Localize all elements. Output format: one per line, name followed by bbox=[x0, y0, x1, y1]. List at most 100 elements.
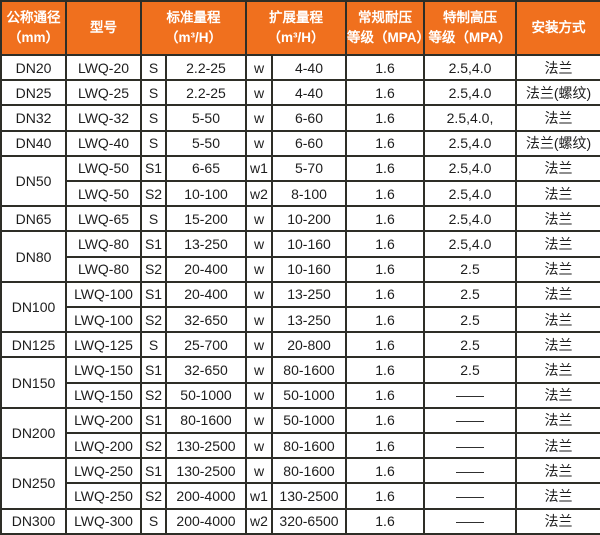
cell-installation: 法兰(螺纹) bbox=[515, 79, 600, 107]
cell-standard-range: 2.2-25 bbox=[165, 79, 247, 107]
header-standard-range-line2: （m³/H） bbox=[165, 30, 222, 45]
cell-standard-range: 32-650 bbox=[165, 356, 247, 384]
cell-standard-code: S2 bbox=[140, 432, 167, 460]
cell-special-pressure: —— bbox=[423, 406, 517, 435]
header-row: 公称通径 （mm） 型号 标准量程 （m³/H） 扩展量程 （m³/H） 常规耐… bbox=[0, 0, 600, 56]
cell-installation: 法兰 bbox=[515, 406, 600, 435]
cell-diameter: DN50 bbox=[0, 154, 67, 208]
cell-model: LWQ-250 bbox=[65, 482, 142, 510]
cell-model: LWQ-100 bbox=[65, 280, 142, 309]
cell-extended-range: 4-40 bbox=[271, 53, 347, 82]
cell-standard-range: 10-100 bbox=[165, 180, 247, 208]
cell-standard-code: S bbox=[140, 331, 167, 359]
cell-standard-code: S2 bbox=[140, 180, 167, 208]
cell-extended-code: w bbox=[245, 280, 273, 309]
table-row: DN80 LWQ-80 S1 13-250 w 10-160 1.6 2.5,4.0 法兰 bbox=[0, 230, 600, 283]
cell-extended-code: w bbox=[245, 104, 273, 132]
cell-installation: 法兰 bbox=[515, 331, 600, 359]
cell-extended-range: 13-250 bbox=[271, 306, 347, 334]
cell-standard-code: S bbox=[140, 53, 167, 82]
table-row: DN200 LWQ-200 S1 80-1600 w 50-1000 1.6 —— 法兰 bbox=[0, 406, 600, 460]
cell-extended-code: w bbox=[245, 432, 273, 460]
header-normal-pressure-line1: 常规耐压 bbox=[358, 10, 412, 26]
cell-special-pressure: 2.5,4.0 bbox=[423, 129, 517, 157]
cell-special-pressure: 2.5 bbox=[423, 280, 517, 309]
header-extended-range-line1: 扩展量程 bbox=[269, 10, 323, 26]
cell-extended-code: w bbox=[245, 406, 273, 435]
cell-model: LWQ-100 bbox=[65, 306, 142, 334]
cell-installation: 法兰 bbox=[515, 154, 600, 183]
cell-normal-pressure: 1.6 bbox=[345, 457, 425, 485]
cell-installation: 法兰(螺纹) bbox=[515, 129, 600, 157]
cell-extended-code: w2 bbox=[245, 180, 273, 208]
cell-extended-range: 6-60 bbox=[271, 129, 347, 157]
cell-special-pressure: —— bbox=[423, 507, 517, 535]
cell-model: LWQ-65 bbox=[65, 205, 142, 233]
cell-special-pressure: —— bbox=[423, 482, 517, 510]
cell-model: LWQ-125 bbox=[65, 331, 142, 359]
cell-normal-pressure: 1.6 bbox=[345, 406, 425, 435]
header-special-pressure-line1: 特制高压 bbox=[443, 10, 497, 26]
table-row: DN32 LWQ-32 S 5-50 w 6-60 1.6 2.5,4.0, 法兰 bbox=[0, 104, 600, 132]
cell-standard-code: S2 bbox=[140, 306, 167, 334]
cell-extended-code: w bbox=[245, 79, 273, 107]
cell-normal-pressure: 1.6 bbox=[345, 306, 425, 334]
cell-extended-range: 320-6500 bbox=[271, 507, 347, 535]
cell-standard-range: 5-50 bbox=[165, 104, 247, 132]
cell-extended-range: 10-160 bbox=[271, 230, 347, 258]
cell-special-pressure: 2.5,4.0 bbox=[423, 154, 517, 183]
cell-special-pressure: 2.5 bbox=[423, 255, 517, 283]
table-row: LWQ-80 S2 20-400 w 10-160 1.6 2.5 法兰 bbox=[1, 255, 600, 283]
cell-model: LWQ-150 bbox=[65, 356, 142, 384]
cell-normal-pressure: 1.6 bbox=[345, 205, 425, 233]
header-diameter-line1: 公称通径 bbox=[6, 10, 61, 26]
cell-installation: 法兰 bbox=[515, 104, 600, 132]
cell-standard-range: 13-250 bbox=[165, 230, 247, 258]
cell-standard-code: S1 bbox=[140, 280, 167, 309]
table-row: DN40 LWQ-40 S 5-50 w 6-60 1.6 2.5,4.0 法兰(螺纹) bbox=[0, 129, 600, 157]
spec-table-body: DN20 LWQ-20 S 2.2-25 w 4-40 1.6 2.5,4.0 法兰 DN25 LW… bbox=[0, 53, 600, 535]
cell-standard-code: S2 bbox=[140, 482, 167, 510]
cell-extended-code: w bbox=[245, 205, 273, 233]
cell-normal-pressure: 1.6 bbox=[345, 104, 425, 132]
table-row: DN25 LWQ-25 S 2.2-25 w 4-40 1.6 2.5,4.0 法兰(螺纹) bbox=[0, 79, 600, 107]
header-diameter: 公称通径 （mm） bbox=[0, 0, 67, 56]
cell-standard-range: 5-50 bbox=[165, 129, 247, 157]
cell-diameter: DN200 bbox=[0, 406, 67, 460]
cell-model: LWQ-200 bbox=[65, 432, 142, 460]
cell-normal-pressure: 1.6 bbox=[345, 129, 425, 157]
cell-model: LWQ-32 bbox=[65, 104, 142, 132]
cell-standard-code: S2 bbox=[140, 255, 167, 283]
cell-standard-range: 130-2500 bbox=[165, 457, 247, 485]
cell-model: LWQ-80 bbox=[65, 230, 142, 258]
cell-standard-range: 20-400 bbox=[165, 280, 247, 309]
cell-model: LWQ-250 bbox=[65, 457, 142, 485]
cell-extended-range: 50-1000 bbox=[271, 381, 347, 409]
cell-diameter: DN20 bbox=[0, 53, 67, 82]
cell-extended-range: 80-1600 bbox=[271, 432, 347, 460]
cell-diameter: DN25 bbox=[0, 79, 67, 107]
cell-installation: 法兰 bbox=[515, 230, 600, 258]
cell-extended-range: 13-250 bbox=[271, 280, 347, 309]
cell-normal-pressure: 1.6 bbox=[345, 356, 425, 384]
cell-special-pressure: —— bbox=[423, 432, 517, 460]
cell-standard-range: 200-4000 bbox=[165, 507, 247, 535]
cell-standard-code: S bbox=[140, 507, 167, 535]
table-row: DN65 LWQ-65 S 15-200 w 10-200 1.6 2.5,4.0 法兰 bbox=[0, 205, 600, 233]
cell-extended-range: 20-800 bbox=[271, 331, 347, 359]
cell-standard-code: S1 bbox=[140, 356, 167, 384]
cell-normal-pressure: 1.6 bbox=[345, 432, 425, 460]
cell-extended-range: 4-40 bbox=[271, 79, 347, 107]
cell-standard-range: 200-4000 bbox=[165, 482, 247, 510]
cell-normal-pressure: 1.6 bbox=[345, 180, 425, 208]
cell-standard-range: 15-200 bbox=[165, 205, 247, 233]
cell-diameter: DN32 bbox=[0, 104, 67, 132]
header-special-pressure: 特制高压 等级（MPA） bbox=[423, 0, 517, 56]
cell-standard-range: 2.2-25 bbox=[165, 53, 247, 82]
cell-special-pressure: 2.5 bbox=[423, 331, 517, 359]
cell-special-pressure: 2.5,4.0 bbox=[423, 53, 517, 82]
cell-normal-pressure: 1.6 bbox=[345, 381, 425, 409]
cell-special-pressure: 2.5,4.0 bbox=[423, 230, 517, 258]
header-extended-range-line2: （m³/H） bbox=[267, 30, 325, 45]
